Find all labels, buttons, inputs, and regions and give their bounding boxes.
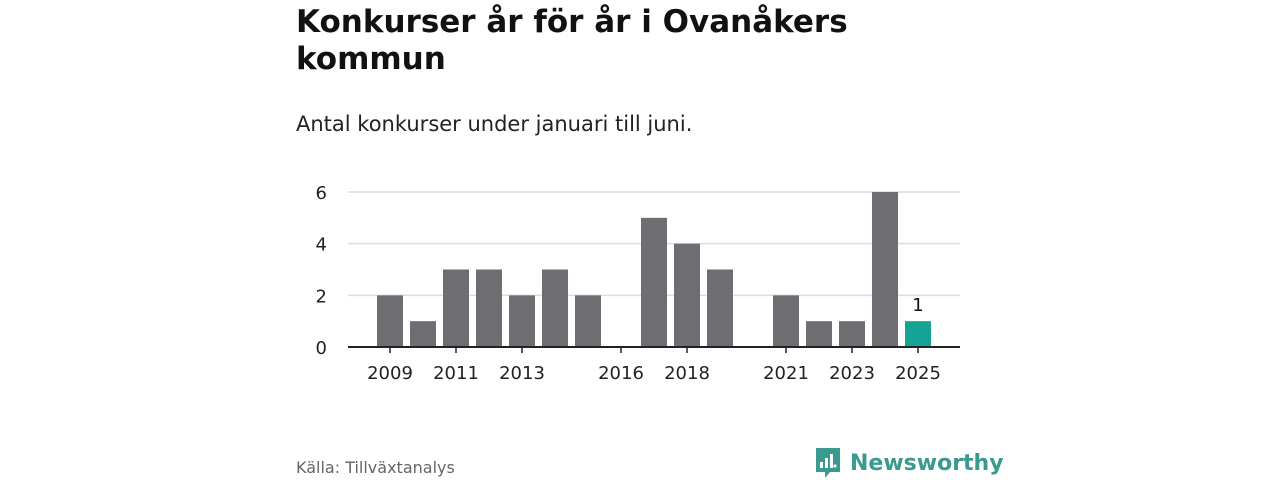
- bar-2019: [707, 269, 733, 347]
- source-note: Källa: Tillväxtanalys: [296, 458, 455, 477]
- y-axis-ticks: 0 2 4 6: [316, 183, 327, 359]
- bars: [377, 192, 931, 347]
- bar-2011: [443, 269, 469, 347]
- y-tick-label: 4: [316, 235, 327, 256]
- bar-2017: [641, 217, 667, 347]
- chart-card: Konkurser år för år i Ovanåkers kommun A…: [296, 0, 1004, 480]
- bar-2018: [674, 243, 700, 347]
- bar-2022: [806, 321, 832, 347]
- bar-2013: [509, 295, 535, 347]
- bar-2010: [410, 321, 436, 347]
- y-tick-label: 2: [316, 286, 327, 307]
- bar-chart: 0 2 4 6 1 2009 2011 2013 2016 2018 2021 2023 2025: [316, 183, 960, 384]
- data-label: 1: [912, 295, 923, 316]
- x-axis-ticks: 2009 2011 2013 2016 2018 2021 2023 2025: [367, 347, 941, 384]
- brand-logo[interactable]: Newsworthy: [814, 446, 1004, 480]
- brand-name: Newsworthy: [850, 450, 1004, 476]
- bar-2021: [773, 295, 799, 347]
- data-labels: 1: [912, 295, 923, 316]
- x-tick-label: 2013: [499, 363, 545, 384]
- bar-2009: [377, 295, 403, 347]
- newsworthy-logo-icon: [816, 448, 840, 478]
- x-tick-label: 2009: [367, 363, 413, 384]
- x-tick-label: 2023: [829, 363, 875, 384]
- bar-2025: [905, 321, 931, 347]
- bar-2012: [476, 269, 502, 347]
- x-tick-label: 2021: [763, 363, 809, 384]
- y-tick-label: 6: [316, 183, 327, 204]
- x-tick-label: 2011: [433, 363, 479, 384]
- bar-2015: [575, 295, 601, 347]
- chart-title: Konkurser år för år i Ovanåkers kommun: [296, 4, 848, 77]
- chart-subtitle: Antal konkurser under januari till juni.: [296, 112, 693, 136]
- bar-2024: [872, 192, 898, 347]
- x-tick-label: 2016: [598, 363, 644, 384]
- x-tick-label: 2025: [895, 363, 941, 384]
- bar-2023: [839, 321, 865, 347]
- bar-2014: [542, 269, 568, 347]
- x-tick-label: 2018: [664, 363, 710, 384]
- y-tick-label: 0: [316, 338, 327, 359]
